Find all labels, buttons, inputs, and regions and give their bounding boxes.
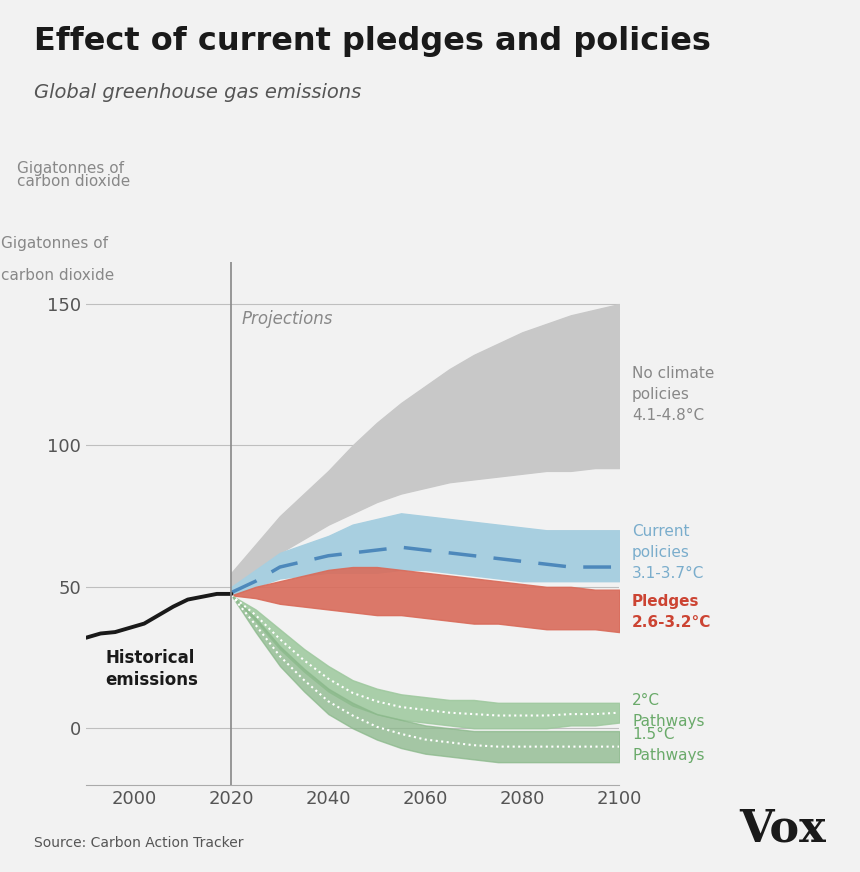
Text: Pledges
2.6-3.2°C: Pledges 2.6-3.2°C xyxy=(632,595,711,630)
Text: Effect of current pledges and policies: Effect of current pledges and policies xyxy=(34,26,711,58)
Text: Gigatonnes of: Gigatonnes of xyxy=(1,236,108,251)
Text: Historical
emissions: Historical emissions xyxy=(106,649,199,689)
Text: Gigatonnes of: Gigatonnes of xyxy=(17,161,124,176)
Text: Global greenhouse gas emissions: Global greenhouse gas emissions xyxy=(34,83,362,102)
Text: 1.5°C
Pathways: 1.5°C Pathways xyxy=(632,727,704,763)
Text: Projections: Projections xyxy=(241,310,333,328)
Text: carbon dioxide: carbon dioxide xyxy=(17,174,131,189)
Text: Source: Carbon Action Tracker: Source: Carbon Action Tracker xyxy=(34,836,244,850)
Text: No climate
policies
4.1-4.8°C: No climate policies 4.1-4.8°C xyxy=(632,366,715,423)
Text: Vox: Vox xyxy=(739,807,826,850)
Text: carbon dioxide: carbon dioxide xyxy=(1,268,114,283)
Text: Current
policies
3.1-3.7°C: Current policies 3.1-3.7°C xyxy=(632,524,704,582)
Text: 2°C
Pathways: 2°C Pathways xyxy=(632,693,704,729)
